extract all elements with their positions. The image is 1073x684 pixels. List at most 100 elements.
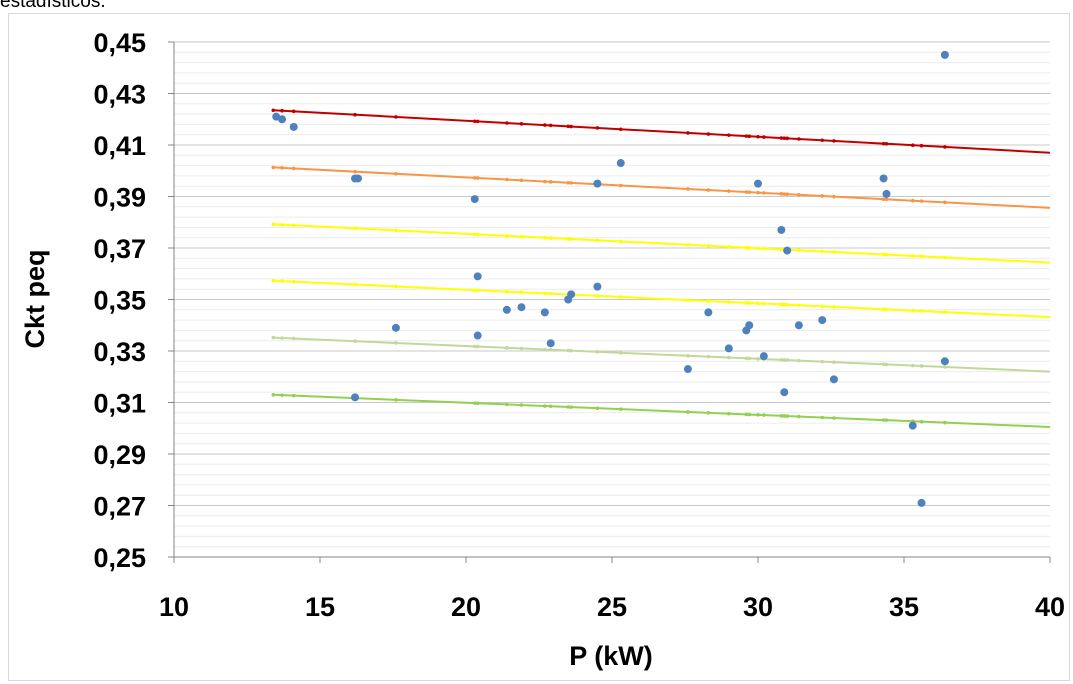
trend-line-marker: [353, 112, 357, 117]
data-point: [745, 321, 754, 330]
trend-line-marker: [797, 248, 801, 253]
trend-line-marker: [618, 239, 623, 244]
trend-line-marker: [943, 255, 947, 260]
trend-line-marker: [566, 180, 570, 185]
trend-line-marker: [910, 254, 915, 258]
trend-line-marker: [744, 356, 749, 361]
trend-line-marker: [280, 279, 284, 283]
y-tick-label: 0,25: [93, 543, 146, 573]
trend-line-marker: [291, 279, 296, 284]
data-point: [289, 122, 298, 131]
trend-line-marker: [910, 308, 915, 313]
trend-line-marker: [762, 135, 766, 139]
trend-line-marker: [744, 190, 749, 194]
y-tick-label: 0,31: [93, 389, 146, 419]
trend-line-group: [271, 165, 1051, 209]
trend-line-marker: [291, 393, 296, 398]
trend-line-marker: [762, 191, 766, 195]
trend-line-marker: [779, 358, 784, 362]
data-point: [593, 179, 602, 188]
data-point: [540, 308, 549, 317]
trend-line-marker: [919, 143, 924, 148]
trend-line-marker: [519, 403, 524, 407]
trend-line-marker: [782, 136, 787, 140]
data-point: [879, 174, 888, 183]
trend-line-marker: [505, 121, 509, 125]
trend-line-marker: [291, 336, 296, 341]
trend-line-marker: [595, 238, 600, 243]
trend-line-marker: [569, 237, 573, 241]
trend-line-marker: [543, 291, 547, 296]
trend-line-marker: [785, 414, 789, 418]
trend-line-marker: [475, 232, 480, 237]
trend-line-marker: [291, 166, 296, 171]
trend-line-marker: [472, 344, 477, 349]
trend-line-marker: [785, 302, 789, 307]
trend-line-marker: [919, 364, 924, 368]
trend-line: [273, 223, 1051, 264]
trend-line-marker: [271, 165, 276, 170]
trend-line-group: [271, 222, 1051, 264]
trend-line-marker: [943, 200, 947, 205]
trend-line-marker: [686, 353, 690, 358]
trend-line-marker: [881, 252, 886, 257]
trend-line-marker: [519, 234, 524, 239]
trend-line-marker: [744, 301, 749, 305]
trend-line-marker: [762, 246, 766, 251]
trend-line-marker: [762, 301, 766, 306]
trend-line-marker: [919, 199, 924, 203]
y-tick-label: 0,27: [93, 492, 146, 522]
trend-line-marker: [394, 171, 398, 176]
data-point: [724, 344, 733, 353]
trend-line-marker: [686, 410, 690, 414]
x-tick-label: 35: [889, 592, 919, 622]
trend-line-marker: [472, 401, 477, 405]
trend-line-marker: [756, 190, 760, 195]
data-point: [546, 339, 555, 348]
x-tick-label: 15: [305, 592, 335, 622]
y-tick-label: 0,37: [93, 234, 146, 264]
y-tick-label: 0,41: [93, 131, 146, 161]
data-point: [517, 303, 526, 312]
trend-line-marker: [618, 183, 623, 188]
trend-line-marker: [919, 254, 924, 259]
trend-line-marker: [569, 348, 573, 353]
trend-line-marker: [797, 137, 801, 141]
trend-line-marker: [569, 181, 573, 185]
trend-line-marker: [727, 411, 731, 416]
trend-line-marker: [706, 411, 711, 415]
trend-line-marker: [618, 407, 623, 411]
trend-line-marker: [548, 236, 553, 240]
trend-line-marker: [910, 143, 915, 148]
trend-line-marker: [782, 192, 787, 196]
trend-line-marker: [747, 246, 752, 250]
trend-line-marker: [519, 178, 524, 183]
trend-line-marker: [280, 393, 284, 397]
trend-line: [273, 109, 1051, 154]
trend-line-marker: [832, 305, 836, 309]
trend-line-marker: [881, 197, 886, 201]
trend-line-marker: [566, 124, 570, 129]
trend-line-marker: [762, 413, 766, 417]
trend-line-marker: [505, 346, 509, 350]
trend-line-marker: [756, 357, 760, 361]
trend-line-marker: [832, 416, 836, 420]
trend-line: [273, 166, 1051, 209]
trend-line-marker: [280, 166, 284, 170]
trend-line-marker: [884, 141, 889, 146]
trend-line-marker: [779, 414, 784, 418]
trend-line-marker: [744, 412, 749, 417]
trend-line-marker: [618, 127, 623, 132]
data-point: [908, 421, 917, 430]
axes: [168, 41, 1051, 563]
trend-line-marker: [475, 344, 480, 349]
data-point: [473, 331, 482, 340]
trend-line-marker: [475, 119, 480, 124]
trend-line-marker: [756, 246, 760, 251]
trend-line-marker: [543, 179, 547, 184]
data-point: [593, 282, 602, 291]
trend-line-marker: [747, 190, 752, 194]
trend-lines: [271, 108, 1051, 428]
trend-line-marker: [820, 359, 825, 364]
trend-line-marker: [394, 284, 398, 289]
